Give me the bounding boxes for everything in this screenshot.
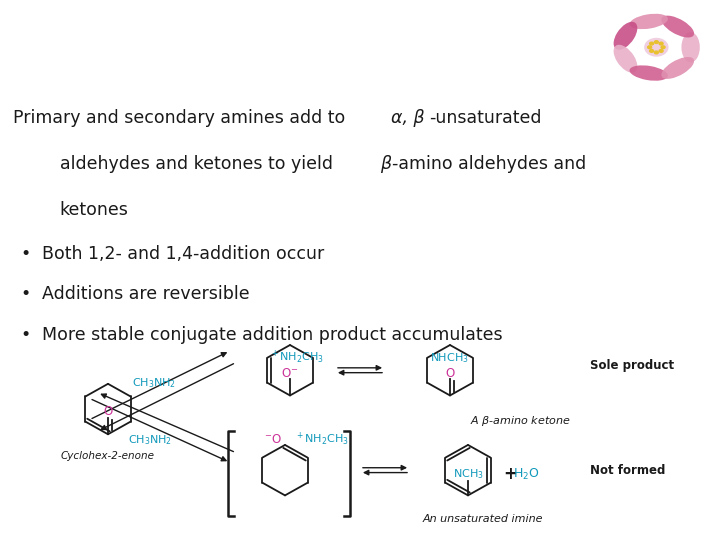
Text: Primary and secondary amines add to: Primary and secondary amines add to xyxy=(13,109,351,127)
Text: Cyclohex-2-enone: Cyclohex-2-enone xyxy=(61,451,155,461)
Ellipse shape xyxy=(613,22,637,50)
Text: β: β xyxy=(380,155,391,173)
Text: aldehydes and ketones to yield: aldehydes and ketones to yield xyxy=(60,155,338,173)
Text: NHCH$_3$: NHCH$_3$ xyxy=(431,351,469,364)
Text: $^+$NH$_2$CH$_3$: $^+$NH$_2$CH$_3$ xyxy=(271,349,325,366)
Ellipse shape xyxy=(662,16,694,37)
Circle shape xyxy=(649,42,654,46)
Text: Additions are reversible: Additions are reversible xyxy=(42,286,249,303)
Text: More stable conjugate addition product accumulates: More stable conjugate addition product a… xyxy=(42,326,503,344)
Ellipse shape xyxy=(662,57,694,79)
Text: CH$_3$NH$_2$: CH$_3$NH$_2$ xyxy=(127,433,172,447)
Ellipse shape xyxy=(629,14,668,29)
Text: O: O xyxy=(446,367,454,380)
Text: A $\beta$-amino ketone: A $\beta$-amino ketone xyxy=(469,414,570,428)
Text: •: • xyxy=(20,245,30,263)
Text: $^+$NH$_2$CH$_3$: $^+$NH$_2$CH$_3$ xyxy=(295,430,349,448)
Text: •: • xyxy=(20,286,30,303)
Circle shape xyxy=(660,45,666,49)
Circle shape xyxy=(658,42,664,46)
Text: O: O xyxy=(104,406,112,419)
Text: H$_2$O: H$_2$O xyxy=(513,467,539,482)
Text: Not formed: Not formed xyxy=(590,464,665,477)
Text: NCH$_3$: NCH$_3$ xyxy=(453,467,483,481)
Ellipse shape xyxy=(629,65,668,81)
Text: Sole product: Sole product xyxy=(590,359,674,372)
Circle shape xyxy=(654,50,659,55)
Text: Both 1,2- and 1,4-addition occur: Both 1,2- and 1,4-addition occur xyxy=(42,245,324,263)
Text: +: + xyxy=(503,465,517,483)
Circle shape xyxy=(649,49,654,53)
Text: ketones: ketones xyxy=(60,201,129,219)
Text: α, β: α, β xyxy=(391,109,425,127)
Circle shape xyxy=(647,45,652,49)
Circle shape xyxy=(654,40,659,44)
Text: $^{-}$O: $^{-}$O xyxy=(264,433,282,446)
Ellipse shape xyxy=(613,45,637,73)
Ellipse shape xyxy=(681,32,700,62)
Text: Unsaturated Aldehydes and Ketones: Unsaturated Aldehydes and Ketones xyxy=(15,64,486,87)
Text: CH$_3$NH$_2$: CH$_3$NH$_2$ xyxy=(132,376,176,390)
Text: -amino aldehydes and: -amino aldehydes and xyxy=(392,155,587,173)
Text: Conjugate Nucleophilic Addition to α,β-: Conjugate Nucleophilic Addition to α,β- xyxy=(15,21,521,44)
Circle shape xyxy=(644,38,669,57)
Text: An unsaturated imine: An unsaturated imine xyxy=(423,514,544,524)
Text: -unsaturated: -unsaturated xyxy=(429,109,541,127)
Text: O$^{-}$: O$^{-}$ xyxy=(282,367,299,380)
Text: •: • xyxy=(20,326,30,344)
Circle shape xyxy=(658,49,664,53)
